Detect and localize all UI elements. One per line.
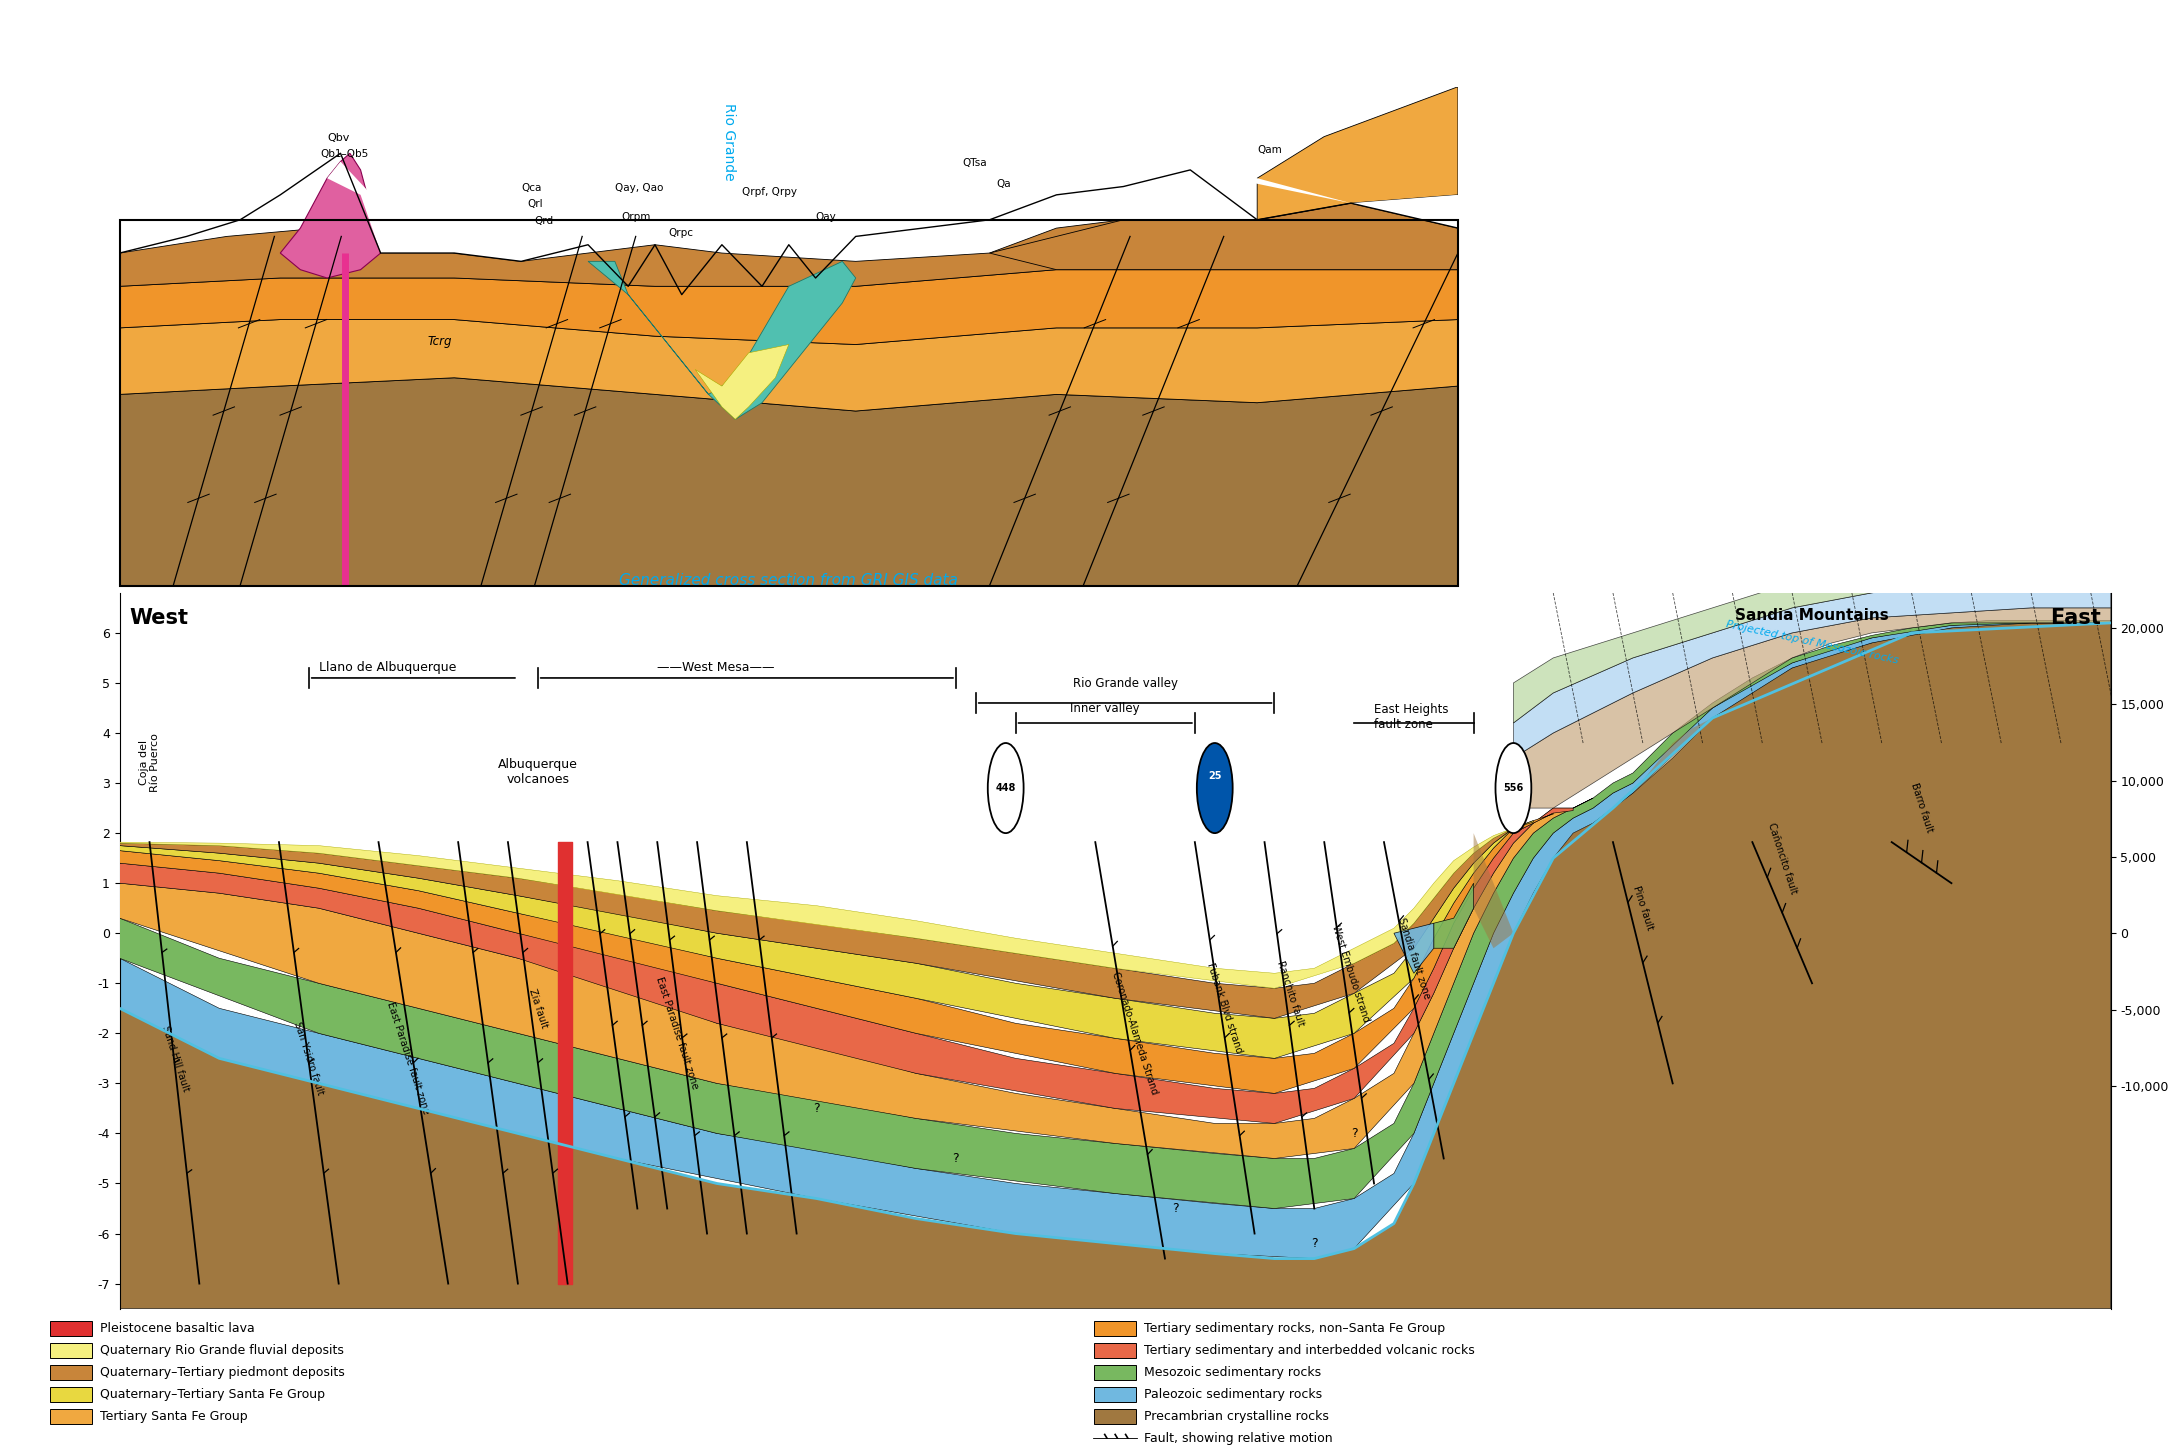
Polygon shape [990, 202, 1458, 269]
Text: West Embudo strand: West Embudo strand [1330, 924, 1371, 1024]
Text: Quaternary–Tertiary piedmont deposits: Quaternary–Tertiary piedmont deposits [100, 1366, 344, 1379]
Text: Fubank Blvd strand: Fubank Blvd strand [1206, 962, 1245, 1054]
Text: Pino fault: Pino fault [1632, 885, 1654, 931]
Text: Rio Grande: Rio Grande [722, 104, 735, 181]
Polygon shape [281, 153, 381, 278]
FancyBboxPatch shape [50, 1387, 91, 1403]
Polygon shape [120, 623, 2111, 1309]
Text: ?: ? [1310, 1238, 1319, 1249]
Polygon shape [1514, 607, 2111, 808]
Text: East Heights
fault zone: East Heights fault zone [1373, 703, 1449, 732]
Text: Projected top of Mesozoic rocks: Projected top of Mesozoic rocks [1726, 620, 1900, 667]
Polygon shape [1395, 923, 1434, 973]
Text: Qrd: Qrd [535, 215, 553, 226]
Text: Albuquerque
volcanoes: Albuquerque volcanoes [498, 758, 579, 787]
Text: Quaternary Rio Grande fluvial deposits: Quaternary Rio Grande fluvial deposits [100, 1343, 344, 1356]
FancyBboxPatch shape [1095, 1410, 1136, 1424]
Text: Ranchito fault: Ranchito fault [1275, 959, 1306, 1027]
Polygon shape [1514, 583, 2111, 758]
Text: West: West [131, 607, 189, 628]
Text: San Ysidro fault: San Ysidro fault [292, 1021, 326, 1096]
Bar [120, 220, 1458, 586]
Text: Paleozoic sedimentary rocks: Paleozoic sedimentary rocks [1145, 1388, 1323, 1401]
Polygon shape [120, 202, 1458, 286]
Text: QTsa: QTsa [962, 158, 988, 168]
Polygon shape [120, 813, 1554, 1093]
Circle shape [1495, 743, 1532, 833]
Polygon shape [120, 377, 1458, 586]
Text: Coronado-Alameda Strand: Coronado-Alameda Strand [1110, 970, 1160, 1096]
Text: ?: ? [814, 1102, 820, 1115]
Text: Qrpc: Qrpc [668, 228, 694, 239]
Text: Qam: Qam [1258, 145, 1282, 155]
Text: ?: ? [1171, 1202, 1177, 1215]
Text: Barro fault: Barro fault [1908, 782, 1934, 834]
Polygon shape [120, 808, 1573, 1124]
Text: Qb1–Qb5: Qb1–Qb5 [320, 149, 368, 159]
Polygon shape [694, 344, 790, 419]
FancyBboxPatch shape [50, 1410, 91, 1424]
Polygon shape [120, 320, 1458, 411]
Text: Llano de Albuquerque: Llano de Albuquerque [320, 661, 457, 674]
Text: Qay: Qay [816, 211, 836, 221]
Polygon shape [1258, 87, 1458, 220]
Text: ?: ? [953, 1152, 960, 1165]
Polygon shape [120, 87, 339, 253]
Polygon shape [1514, 558, 2111, 723]
Text: Qa: Qa [997, 178, 1012, 188]
Text: Qrpf, Qrpy: Qrpf, Qrpy [742, 187, 796, 197]
Text: Generalized cross section from GRI GIS data: Generalized cross section from GRI GIS d… [620, 573, 957, 589]
FancyBboxPatch shape [50, 1343, 91, 1358]
Text: East Paradise fault zone: East Paradise fault zone [385, 1001, 431, 1116]
FancyBboxPatch shape [50, 1365, 91, 1379]
Polygon shape [1473, 719, 1713, 949]
Polygon shape [120, 87, 1458, 262]
Text: Tertiary sedimentary rocks, non–Santa Fe Group: Tertiary sedimentary rocks, non–Santa Fe… [1145, 1322, 1445, 1335]
Text: Quaternary–Tertiary Santa Fe Group: Quaternary–Tertiary Santa Fe Group [100, 1388, 324, 1401]
Polygon shape [120, 829, 1514, 988]
Polygon shape [120, 821, 1534, 1058]
Text: ?: ? [1351, 1126, 1358, 1139]
Text: Pleistocene basaltic lava: Pleistocene basaltic lava [100, 1322, 255, 1335]
FancyBboxPatch shape [1095, 1387, 1136, 1403]
Polygon shape [120, 269, 1458, 344]
FancyBboxPatch shape [1095, 1320, 1136, 1336]
Text: Mesozoic sedimentary rocks: Mesozoic sedimentary rocks [1145, 1366, 1321, 1379]
FancyBboxPatch shape [1095, 1365, 1136, 1379]
Text: Qca: Qca [522, 182, 542, 192]
FancyBboxPatch shape [50, 1320, 91, 1336]
Polygon shape [120, 798, 1593, 1158]
Text: 448: 448 [994, 784, 1016, 792]
Text: Qrl: Qrl [529, 200, 544, 210]
Text: ——West Mesa——: ——West Mesa—— [657, 661, 775, 674]
Polygon shape [1434, 884, 1473, 949]
Text: Rio Grande valley: Rio Grande valley [1073, 678, 1177, 691]
FancyBboxPatch shape [1095, 1343, 1136, 1358]
Text: Tertiary Santa Fe Group: Tertiary Santa Fe Group [100, 1410, 248, 1423]
Circle shape [1197, 743, 1232, 833]
Text: East Paradise fault zone: East Paradise fault zone [655, 976, 701, 1090]
Text: Sandia fault zone: Sandia fault zone [1397, 917, 1432, 1001]
Text: Inner valley: Inner valley [1071, 703, 1140, 716]
Text: Sandia Mountains: Sandia Mountains [1734, 607, 1889, 623]
Text: Zia fault: Zia fault [527, 988, 548, 1030]
Polygon shape [588, 262, 855, 419]
Text: Qbv: Qbv [326, 133, 350, 143]
Text: East: East [2050, 607, 2100, 628]
Polygon shape [120, 623, 2111, 1258]
Text: 556: 556 [1504, 784, 1523, 792]
Text: Qay, Qao: Qay, Qao [616, 182, 664, 192]
Polygon shape [120, 827, 1523, 1018]
Text: Fault, showing relative motion: Fault, showing relative motion [1145, 1433, 1334, 1445]
Polygon shape [120, 620, 2111, 1209]
Text: 25: 25 [1208, 771, 1221, 781]
Text: Precambrian crystalline rocks: Precambrian crystalline rocks [1145, 1410, 1330, 1423]
Text: Tcrg: Tcrg [426, 334, 453, 347]
Text: Coja del
Río Puerco: Coja del Río Puerco [139, 733, 161, 792]
Text: Sand Hill fault: Sand Hill fault [161, 1024, 191, 1093]
Text: Qrpm: Qrpm [622, 211, 651, 221]
Circle shape [988, 743, 1023, 833]
Text: Tertiary sedimentary and interbedded volcanic rocks: Tertiary sedimentary and interbedded vol… [1145, 1343, 1475, 1356]
Text: Cañoncito fault: Cañoncito fault [1767, 821, 1797, 895]
